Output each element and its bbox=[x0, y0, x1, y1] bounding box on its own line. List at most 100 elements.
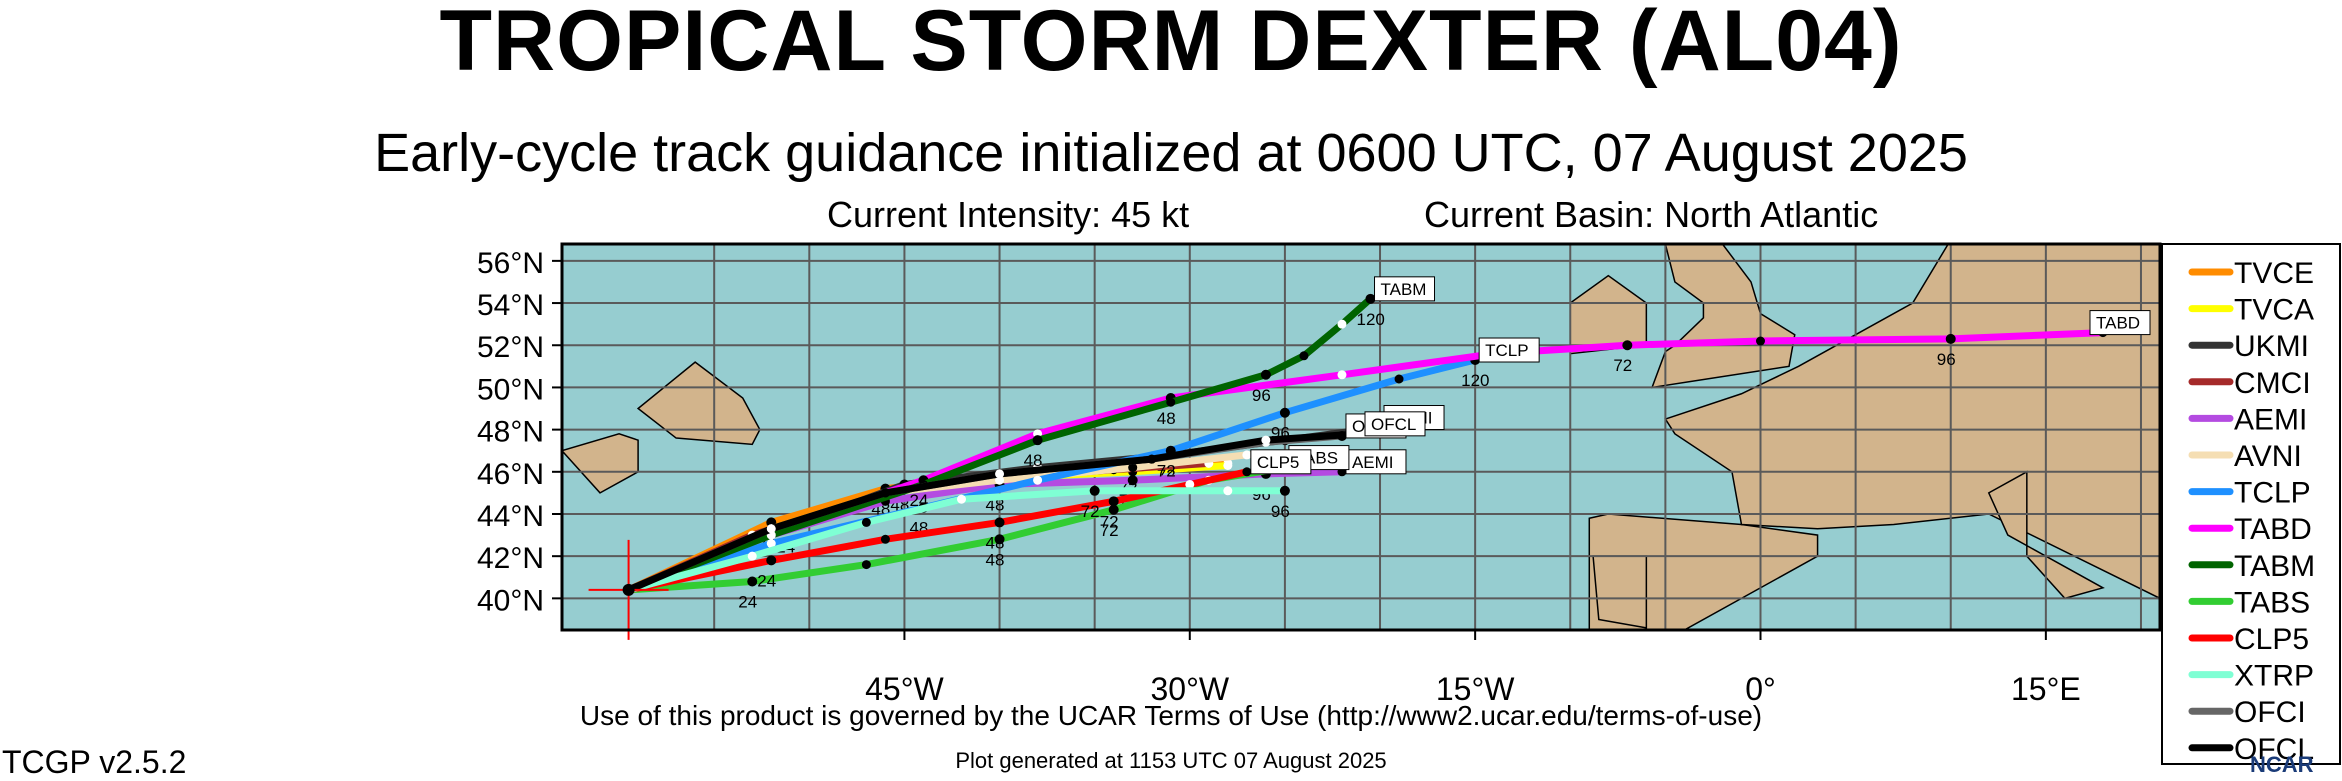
track-point bbox=[1185, 479, 1195, 489]
legend-item-aemi: AEMI bbox=[2188, 403, 2307, 436]
legend-label: OFCL bbox=[2234, 733, 2314, 766]
track-point bbox=[1756, 336, 1765, 346]
legend-item-tvca: TVCA bbox=[2188, 294, 2314, 327]
forecast-hour-point bbox=[994, 534, 1005, 545]
forecast-hour-label: 72 bbox=[1157, 462, 1176, 481]
forecast-hour-label: 72 bbox=[1613, 356, 1632, 375]
chart-subtitle: Early-cycle track guidance initialized a… bbox=[374, 123, 1968, 183]
track-point bbox=[1261, 435, 1271, 445]
track-end-label-box bbox=[2089, 310, 2151, 336]
track-point bbox=[861, 517, 871, 527]
y-tick-label: 48°N bbox=[477, 416, 544, 449]
current-basin-label: Current Basin: North Atlantic bbox=[1424, 194, 1879, 235]
legend-item-tabd: TABD bbox=[2188, 513, 2312, 546]
track-end-label: AEMI bbox=[1352, 453, 1394, 472]
chart-title: TROPICAL STORM DEXTER (AL04) bbox=[439, 0, 1903, 89]
forecast-hour-point bbox=[1945, 333, 1956, 344]
track-end-label-box bbox=[1478, 337, 1540, 363]
plot-frame bbox=[560, 242, 2162, 632]
y-tick-label: 40°N bbox=[477, 584, 544, 617]
track-end-label-box bbox=[1250, 449, 1312, 475]
x-tick-label: 15°W bbox=[1436, 671, 1515, 707]
forecast-hour-point bbox=[1108, 496, 1119, 507]
track-point bbox=[1337, 319, 1347, 329]
track-point bbox=[995, 475, 1005, 485]
land-mass bbox=[562, 433, 639, 494]
track-point bbox=[1337, 370, 1347, 380]
y-tick-label: 56°N bbox=[477, 247, 544, 280]
track-point bbox=[880, 534, 890, 544]
forecast-hour-label: 96 bbox=[1252, 386, 1271, 405]
legend-item-ofcl: OFCL bbox=[2188, 733, 2314, 766]
track-point bbox=[1394, 374, 1404, 384]
forecast-hour-label: 120 bbox=[1357, 310, 1385, 329]
track-end-label: CLP5 bbox=[1257, 453, 1300, 472]
track-end-label-box bbox=[1364, 411, 1426, 437]
track-point bbox=[861, 560, 871, 570]
x-tick-label: 0° bbox=[1745, 671, 1776, 707]
forecast-hour-label: 48 bbox=[986, 533, 1005, 552]
initial-position-marker bbox=[588, 539, 669, 640]
track-xtrp: 72 96 bbox=[625, 485, 1290, 594]
forecast-hour-label: 48 bbox=[1024, 451, 1043, 470]
forecast-hour-label: 24 bbox=[757, 571, 776, 590]
x-tick-label: 30°W bbox=[1150, 671, 1229, 707]
legend-item-avni: AVNI bbox=[2188, 440, 2302, 473]
forecast-hour-point bbox=[747, 576, 758, 587]
legend-label: OFCI bbox=[2234, 696, 2306, 729]
marker-dot bbox=[622, 583, 635, 596]
track-point bbox=[1242, 450, 1252, 460]
forecast-hour-point bbox=[1032, 435, 1043, 446]
legend-label: CLP5 bbox=[2234, 623, 2309, 656]
track-point bbox=[766, 539, 776, 549]
track-clp5: 24 48 72 bbox=[625, 467, 1252, 594]
forecast-hour-label: 48 bbox=[986, 550, 1005, 569]
forecast-hour-label: 72 bbox=[1081, 502, 1100, 521]
legend-label: TABD bbox=[2234, 513, 2312, 546]
track-end-label: OFCL bbox=[1371, 415, 1416, 434]
y-tick-label: 44°N bbox=[477, 500, 544, 533]
track-point bbox=[1033, 475, 1043, 485]
legend-label: XTRP bbox=[2234, 660, 2314, 693]
land-mass bbox=[636, 361, 761, 446]
forecast-hour-point bbox=[1622, 340, 1633, 351]
legend-item-ofci: OFCI bbox=[2188, 696, 2306, 729]
forecast-tracks: 2448722448729648729648729612024487296489… bbox=[625, 293, 2108, 611]
legend-label: UKMI bbox=[2234, 330, 2309, 363]
legend-item-xtrp: XTRP bbox=[2188, 660, 2314, 693]
track-end-labels: UKMIAEMITCLPTABDTABMTABSCLP5OFCIOFCL bbox=[1250, 276, 2151, 475]
current-intensity-label: Current Intensity: 45 kt bbox=[827, 194, 1190, 235]
track-point bbox=[1166, 397, 1176, 407]
y-tick-label: 46°N bbox=[477, 458, 544, 491]
track-point bbox=[957, 494, 966, 504]
legend-item-tvce: TVCE bbox=[2188, 257, 2314, 290]
forecast-hour-point bbox=[1279, 407, 1290, 418]
terms-of-use-note: Use of this product is governed by the U… bbox=[579, 700, 1763, 731]
forecast-hour-label: 120 bbox=[1461, 371, 1489, 390]
x-tick-label: 45°W bbox=[865, 671, 944, 707]
x-tick-label: 15°E bbox=[2011, 671, 2081, 707]
legend-label: AEMI bbox=[2234, 403, 2307, 436]
forecast-hour-label: 24 bbox=[738, 592, 757, 611]
y-tick-label: 52°N bbox=[477, 331, 544, 364]
legend-label: TCLP bbox=[2234, 477, 2311, 510]
forecast-hour-point bbox=[1365, 293, 1376, 304]
generated-timestamp: Plot generated at 1153 UTC 07 August 202… bbox=[955, 748, 1387, 773]
forecast-hour-label: 48 bbox=[1157, 409, 1176, 428]
track-point bbox=[1299, 351, 1309, 361]
legend-label: TABM bbox=[2234, 550, 2315, 583]
track-point bbox=[1147, 454, 1157, 464]
track-point bbox=[1223, 460, 1233, 470]
y-tick-label: 54°N bbox=[477, 289, 544, 322]
y-tick-label: 50°N bbox=[477, 373, 544, 406]
ncar-logo: NCAR bbox=[2250, 752, 2314, 777]
legend-label: TVCE bbox=[2234, 257, 2314, 290]
land-mass bbox=[1592, 555, 1648, 629]
axes: 45°W 30°W 15°W 0° 15°E 40°N 42°N 44°N 46°N 48°N 50… bbox=[477, 247, 2081, 707]
track-end-label: TCLP bbox=[1485, 341, 1528, 360]
forecast-hour-point bbox=[766, 555, 777, 566]
forecast-hour-label: 96 bbox=[1271, 502, 1290, 521]
track-point bbox=[995, 469, 1005, 479]
